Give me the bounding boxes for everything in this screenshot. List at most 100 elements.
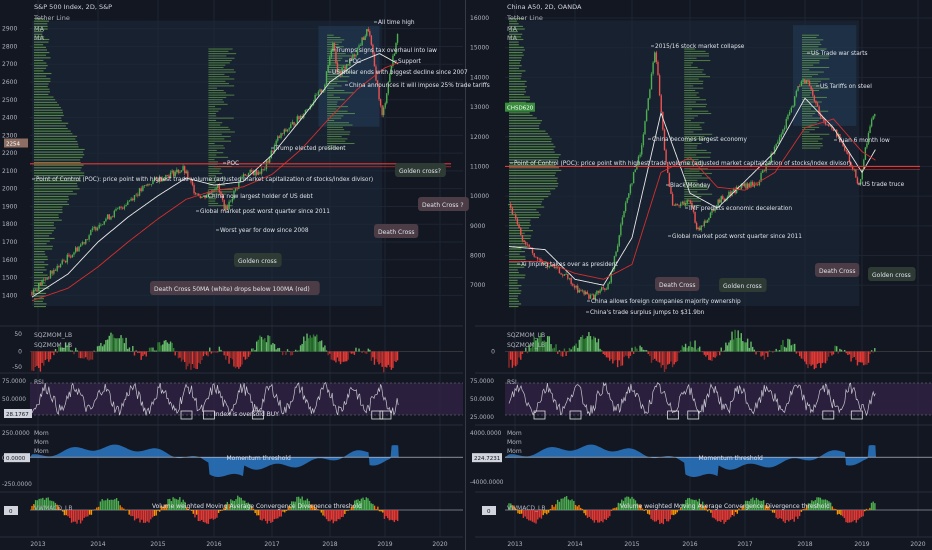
vwmacd-bar (828, 501, 830, 510)
volume-profile-bar (34, 277, 49, 279)
volume-profile-bar (34, 151, 84, 153)
annotation-callout-box[interactable] (815, 263, 860, 277)
sqzmom-bar (660, 351, 662, 368)
volume-profile-bar (208, 154, 217, 156)
sqzmom-bar (785, 347, 787, 352)
vwmacd-bar (40, 498, 42, 510)
volume-profile-bar (509, 78, 521, 80)
volume-profile-bar (802, 122, 817, 124)
sqzmom-bar (845, 351, 847, 354)
candle-body (252, 171, 255, 176)
rsi-oversold-marker[interactable] (252, 410, 264, 420)
rsi-tick-label: 50.0000 (2, 397, 26, 403)
candle-body (708, 217, 710, 221)
vwmacd-bar (806, 504, 808, 510)
annotation-callout-box[interactable] (719, 278, 767, 292)
sqzmom-bar (683, 347, 685, 352)
annotation-callout-box[interactable] (374, 224, 419, 238)
rsi-tick-label: 50.0000 (470, 397, 494, 403)
candle-body (386, 93, 388, 104)
rsi-oversold-marker[interactable] (371, 410, 384, 420)
candle-body (567, 273, 569, 279)
vwmacd-bar (718, 510, 720, 522)
volume-profile-bar (802, 110, 829, 112)
candle-body (645, 110, 648, 122)
candle-body (172, 170, 175, 177)
rsi-line (31, 381, 399, 416)
sqzmom-bar (90, 351, 92, 360)
sqzmom-bar (615, 351, 617, 361)
rsi-oversold-marker[interactable] (379, 410, 392, 420)
volume-profile-bar (34, 54, 47, 56)
volume-profile-bar (509, 282, 518, 284)
volume-profile-bar (509, 198, 544, 200)
volume-profile-bar (684, 96, 700, 98)
candle-body (384, 103, 386, 108)
volume-profile-bar (802, 55, 830, 57)
annotation-callout-box[interactable] (150, 281, 320, 295)
sqzmom-bar (508, 351, 510, 368)
rsi-oversold-marker[interactable] (180, 410, 193, 420)
candle-body (823, 118, 825, 122)
annotation-callout-box[interactable] (655, 277, 700, 291)
annotation-callout-box[interactable] (868, 267, 916, 281)
price-tick-label: 1600 (2, 257, 17, 264)
volume-profile-bar (684, 92, 699, 94)
candle-body (620, 224, 622, 236)
vwmacd-bar (322, 510, 324, 516)
candle-body (293, 121, 295, 126)
candle-body (550, 264, 552, 267)
vwmacd-bar (773, 510, 776, 513)
sqzmom-bar (768, 350, 771, 352)
annotation-callout-box[interactable] (418, 197, 469, 211)
vwmacd-bar (211, 510, 213, 519)
sqzmom-bar (309, 335, 311, 352)
sqzmom-bar (840, 349, 843, 352)
rsi-oversold-marker[interactable] (822, 410, 835, 420)
rsi-oversold-marker[interactable] (667, 410, 679, 420)
candle-body (782, 129, 784, 135)
vwmacd-bar (142, 510, 145, 523)
sqzmom-bar (39, 351, 42, 372)
vwmacd-bar (357, 499, 359, 510)
sqzmom-bar (364, 351, 366, 354)
candle-body (176, 169, 178, 173)
sqzmom-bar (264, 338, 266, 352)
rsi-oversold-marker[interactable] (569, 410, 582, 420)
annotation-callout-box[interactable] (234, 253, 282, 267)
candle-body (788, 111, 791, 115)
rsi-oversold-marker[interactable] (202, 410, 215, 420)
vwmacd-bar (387, 510, 389, 519)
volume-profile-bar (684, 50, 706, 52)
candle-body (530, 247, 532, 249)
chart-panel-left[interactable]: 1400150016001700180019002000210022002300… (0, 0, 490, 548)
candle-body (301, 115, 303, 118)
rsi-oversold-marker[interactable] (850, 410, 863, 420)
vwmacd-bar (360, 498, 363, 510)
volume-profile-bar (34, 133, 73, 135)
sqzmom-bar (64, 342, 67, 352)
momentum-label: Mom (34, 430, 49, 437)
volume-profile-bar (34, 219, 62, 221)
vwmacd-bar (396, 510, 399, 522)
volume-profile-bar (34, 185, 78, 187)
volume-profile-bar (208, 119, 217, 121)
vwmacd-bar (771, 510, 774, 513)
annotation-callout-box[interactable] (395, 163, 446, 177)
vwmacd-bar (544, 510, 546, 514)
vwmacd-bar (690, 499, 692, 510)
candle-body (847, 151, 849, 155)
chart-panel-right[interactable]: 7000800090001000011000120001300014000150… (470, 0, 932, 548)
candle-body (655, 52, 658, 62)
price-tick-label: 12000 (470, 134, 489, 141)
vwmacd-bar (256, 510, 258, 516)
price-tick-label: 15000 (470, 45, 489, 52)
candle-body (342, 66, 345, 68)
volume-profile-bar (509, 248, 522, 250)
rsi-oversold-marker[interactable] (687, 410, 700, 420)
volume-profile-bar (509, 300, 519, 302)
rsi-oversold-marker[interactable] (533, 410, 546, 420)
chart-title: S&P 500 Index, 2D, S&P (34, 3, 112, 11)
candle-body (106, 214, 109, 219)
